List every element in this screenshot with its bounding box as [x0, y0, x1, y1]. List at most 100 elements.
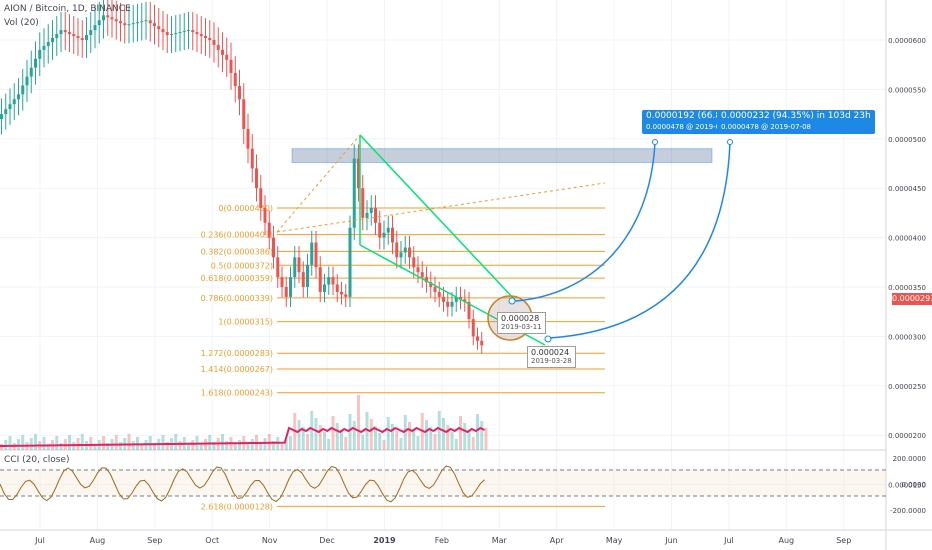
- candle-body: [344, 294, 348, 297]
- fib-label: 1(0.0000315): [218, 318, 273, 327]
- volume-bar: [454, 439, 458, 450]
- y-tick-label: 0.0000400: [888, 235, 926, 243]
- candle-body: [38, 49, 42, 59]
- candle-body: [208, 38, 212, 40]
- candle-body: [161, 29, 165, 33]
- volume-bar: [263, 438, 267, 450]
- fib-label: 0.5(0.0000372): [211, 261, 273, 270]
- cci-tick-label: 0.0000: [902, 481, 927, 489]
- projection-label-2[interactable]: 0.0000232 (94.35%) in 103d 23h 0.0000478…: [717, 110, 875, 134]
- volume-bar: [480, 421, 484, 450]
- volume-bar: [306, 434, 309, 450]
- projection-label-1[interactable]: 0.0000192 (66.87 0.0000478 @ 2019-05-: [642, 110, 732, 134]
- volume-bar: [391, 424, 394, 450]
- candle-body: [433, 287, 437, 292]
- volume-bar: [450, 432, 454, 450]
- candle-body: [467, 301, 471, 320]
- volume-bar: [386, 417, 390, 450]
- y-tick-label: 0.0000550: [888, 86, 926, 94]
- fib-label: 0(0.0000430): [218, 204, 273, 213]
- candle-body: [459, 296, 462, 300]
- x-tick-label: Nov: [262, 536, 278, 545]
- candle-body: [221, 49, 224, 55]
- volume-bar: [221, 434, 224, 450]
- candle-body: [174, 33, 178, 35]
- volume-bar: [119, 442, 122, 450]
- volume-bar: [114, 435, 118, 450]
- volume-bar: [280, 444, 284, 450]
- volume-bar: [34, 434, 37, 450]
- candle-body: [314, 242, 318, 268]
- projection-2-sub: 0.0000478 @ 2019-07-08: [721, 123, 811, 131]
- y-tick-label: 0.0000450: [888, 185, 926, 193]
- candle-body: [340, 291, 343, 295]
- projection-2-text: 0.0000232 (94.35%) in 103d 23h: [721, 111, 871, 121]
- candle-body: [480, 340, 484, 346]
- x-tick-label: May: [606, 536, 623, 545]
- volume-bar: [225, 441, 229, 450]
- volume-bar: [199, 443, 203, 450]
- volume-bar: [374, 426, 377, 450]
- anchor-point-1: [508, 297, 516, 305]
- volume-bar: [412, 429, 416, 450]
- candle-body: [191, 30, 195, 33]
- candle-body: [55, 34, 59, 39]
- callout-2-value: 0.000024: [531, 348, 570, 357]
- volume-bar: [29, 438, 33, 450]
- volume-bar: [284, 440, 288, 450]
- volume-ma-line: [0, 426, 485, 447]
- volume-bar: [208, 435, 212, 450]
- candle-body: [233, 72, 237, 87]
- candle-body: [68, 32, 71, 35]
- candle-body: [357, 158, 360, 189]
- candle-body: [454, 296, 458, 302]
- candle-body: [153, 23, 156, 27]
- x-tick-label: Jul: [34, 536, 45, 545]
- candle-body: [267, 222, 271, 238]
- fib-label: 0.382(0.0000386): [201, 247, 273, 256]
- candle-body: [386, 227, 390, 233]
- volume-bar: [59, 443, 63, 450]
- fib-label: 0.236(0.0000403): [201, 231, 273, 240]
- candle-body: [331, 277, 335, 285]
- volume-bar: [476, 414, 479, 450]
- volume-bar: [310, 411, 314, 450]
- volume-bar: [429, 427, 433, 450]
- volume-bar: [93, 444, 97, 450]
- volume-bar: [437, 411, 441, 450]
- candle-body: [165, 32, 169, 36]
- volume-bar: [259, 442, 263, 450]
- volume-bar: [442, 418, 445, 450]
- volume-bar: [425, 420, 428, 450]
- candle-body: [348, 227, 352, 297]
- candle-body: [97, 20, 101, 26]
- candle-body: [395, 242, 399, 258]
- resistance-zone: [291, 148, 713, 164]
- volume-bar: [399, 438, 403, 450]
- candle-body: [365, 212, 369, 218]
- volume-bar: [127, 434, 131, 450]
- volume-bar: [323, 432, 326, 450]
- volume-bar: [289, 436, 292, 450]
- chart-title: AION / Bitcoin, 1D, BINANCE: [4, 4, 131, 14]
- fib-label: 2.618(0.0000128): [201, 502, 273, 511]
- candle-body: [178, 32, 182, 34]
- volume-bar: [446, 425, 450, 450]
- volume-bar: [153, 443, 156, 450]
- candle-body: [263, 207, 267, 223]
- fib-label: 1.618(0.0000243): [201, 389, 273, 398]
- x-tick-label: Feb: [435, 536, 449, 545]
- volume-bar: [89, 437, 93, 450]
- candle-body: [51, 38, 54, 42]
- candle-body: [144, 20, 148, 22]
- candle-body: [374, 207, 377, 223]
- projection-end-2: [727, 139, 733, 145]
- candle-body: [199, 34, 203, 37]
- volume-bar: [395, 431, 399, 450]
- volume-bar: [0, 444, 3, 450]
- y-tick-label: 0.0000150: [888, 482, 926, 490]
- volume-bar: [369, 419, 373, 450]
- x-tick-label: Mar: [492, 536, 508, 545]
- candle-body: [17, 94, 20, 100]
